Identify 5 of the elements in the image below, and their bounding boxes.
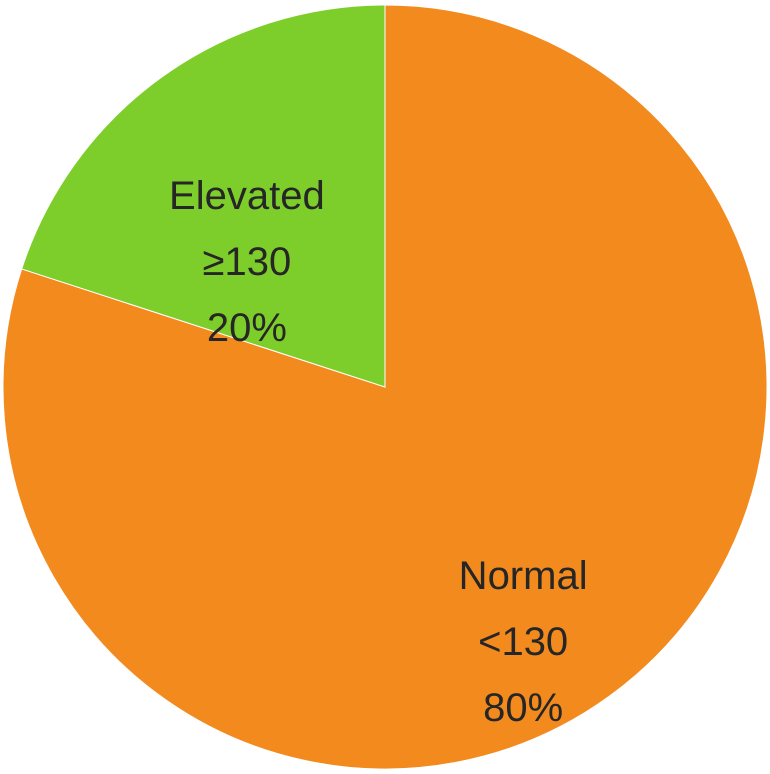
data-label: 20% bbox=[206, 306, 287, 350]
slice-label: Elevated ≥130 bbox=[169, 174, 325, 284]
slice-label: Normal <130 bbox=[458, 554, 588, 664]
pie-slice bbox=[3, 4, 768, 770]
data-label: 80% bbox=[483, 686, 564, 730]
